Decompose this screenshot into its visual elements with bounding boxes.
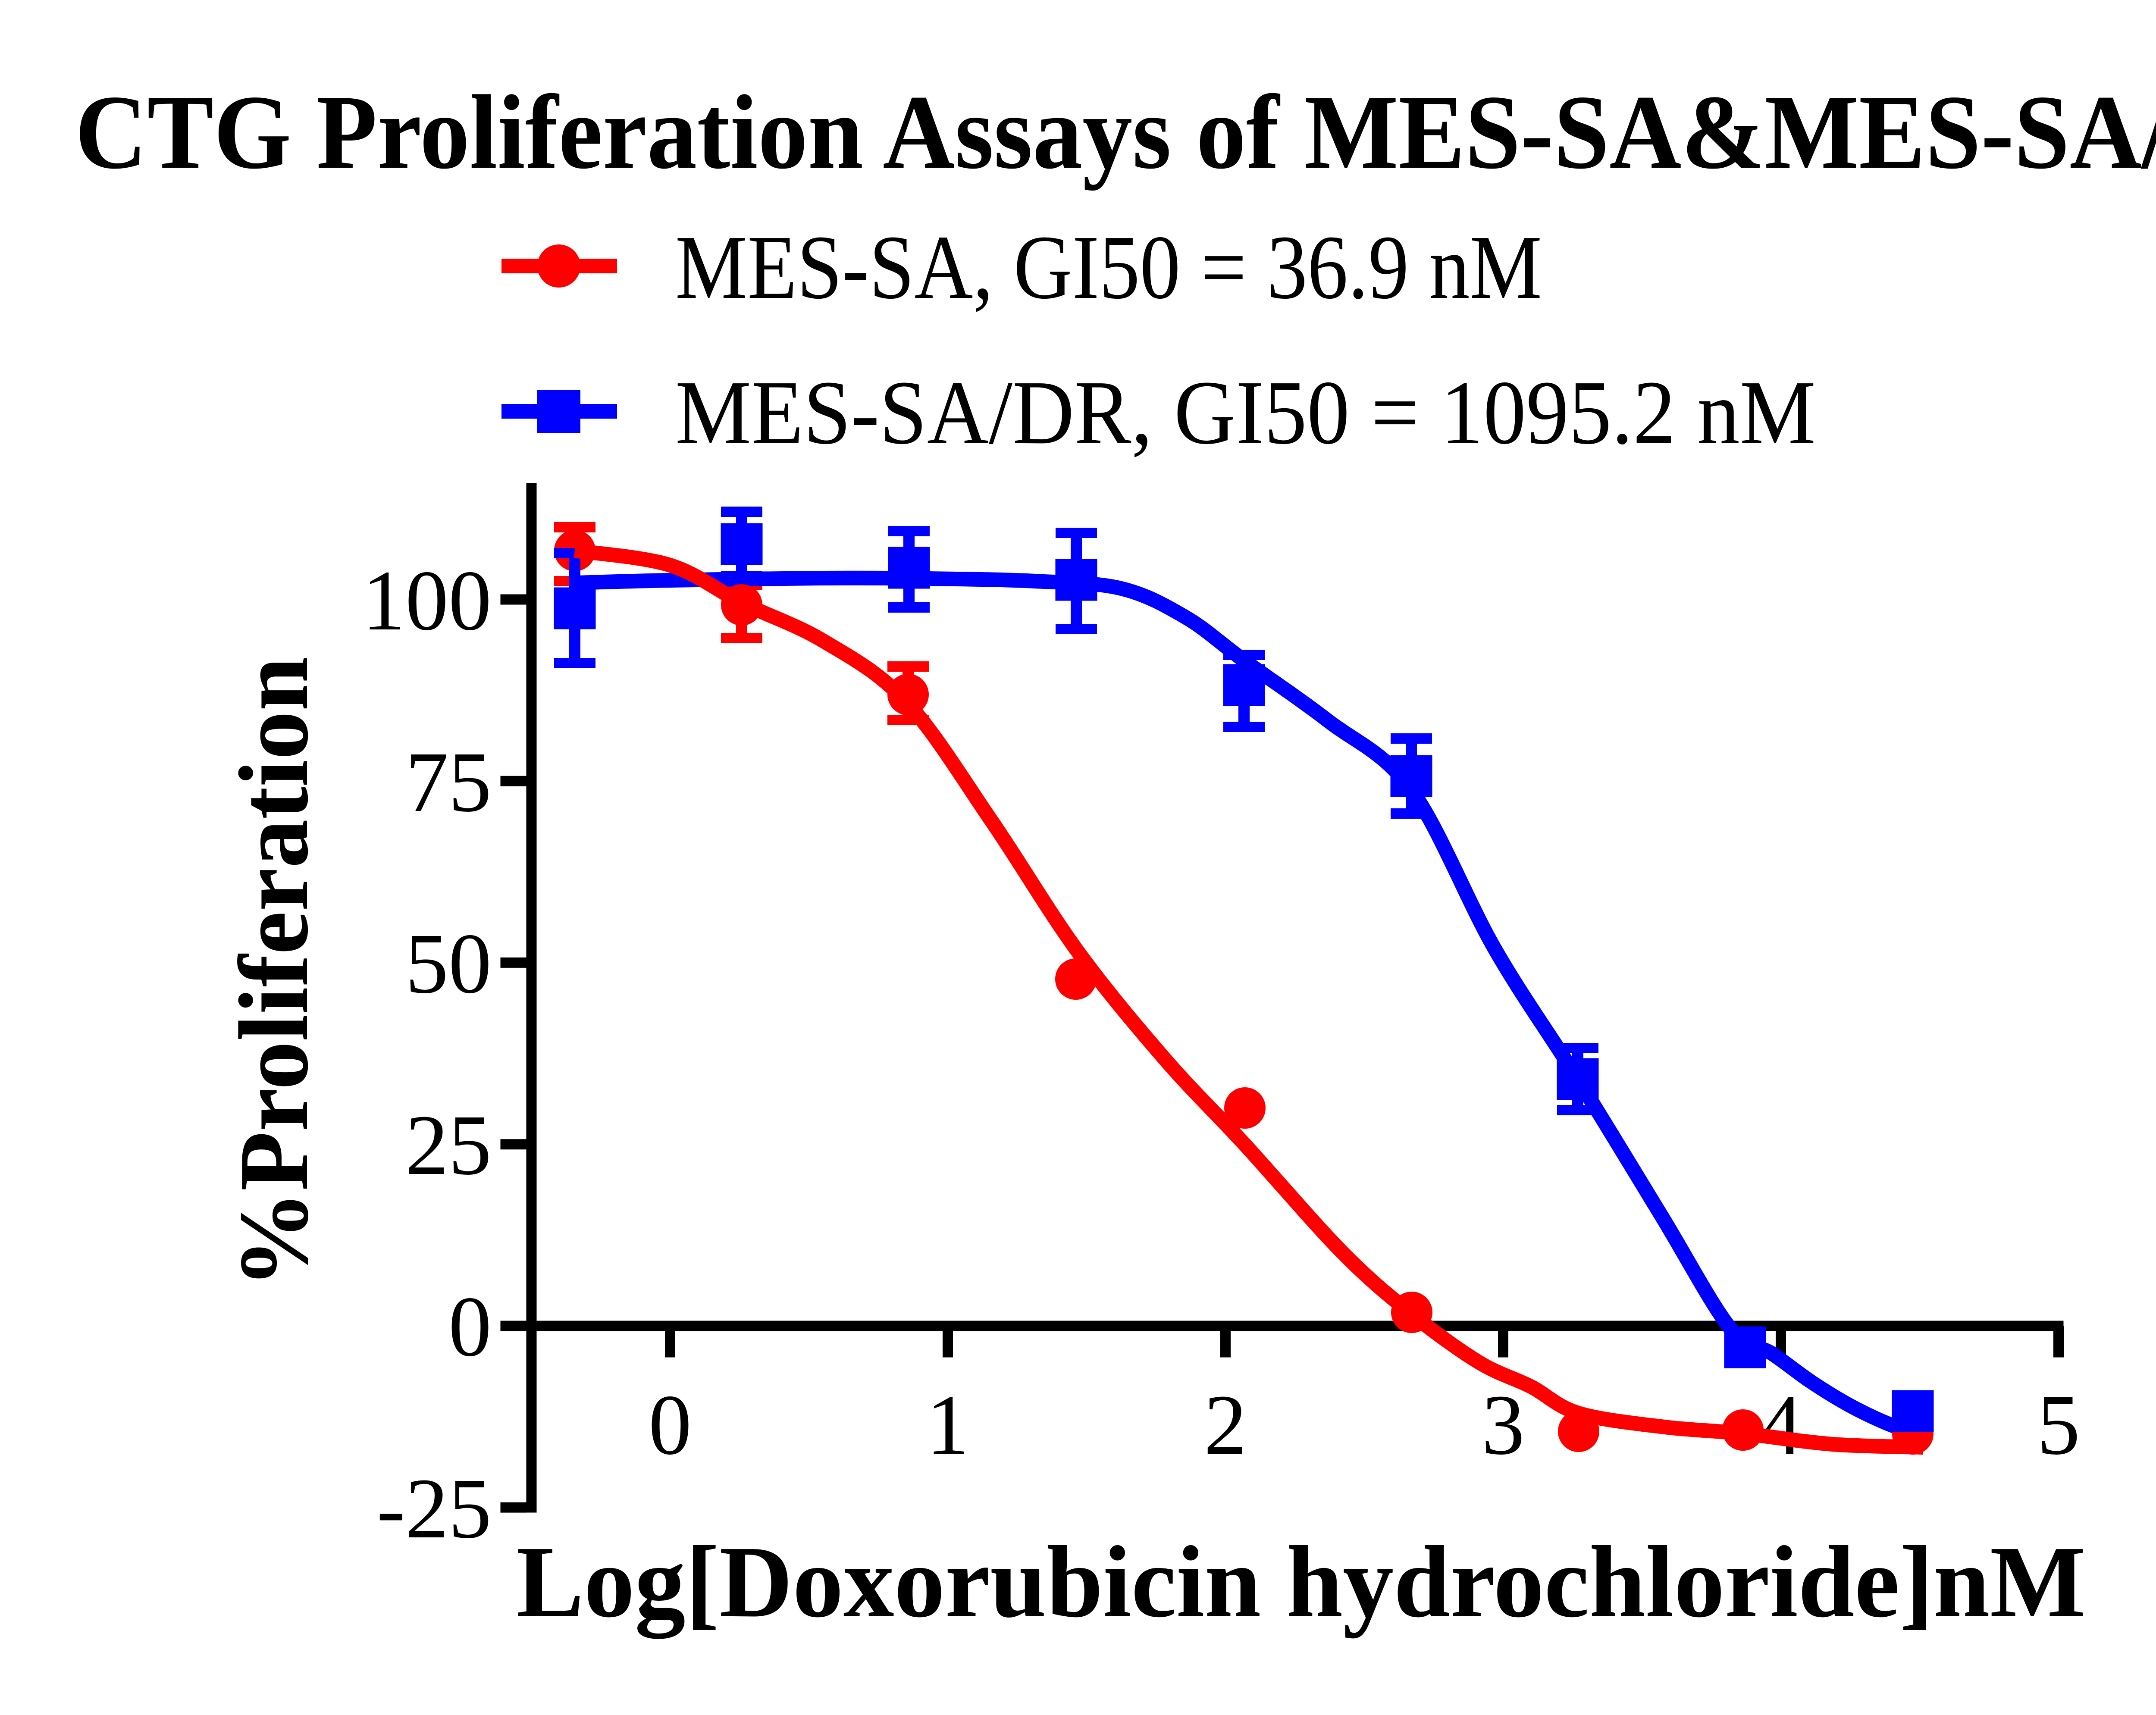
svg-text:75: 75: [405, 735, 492, 830]
svg-text:MES-SA/DR, GI50 = 1095.2 nM: MES-SA/DR, GI50 = 1095.2 nM: [675, 362, 1816, 463]
svg-text:0: 0: [448, 1279, 492, 1374]
svg-text:50: 50: [405, 916, 492, 1011]
svg-text:100: 100: [362, 553, 492, 648]
svg-text:-25: -25: [376, 1461, 492, 1556]
svg-text:0: 0: [649, 1377, 692, 1473]
svg-text:5: 5: [2037, 1377, 2080, 1473]
svg-text:4: 4: [1759, 1377, 1802, 1473]
svg-text:2: 2: [1204, 1377, 1247, 1473]
svg-text:25: 25: [405, 1098, 492, 1193]
svg-text:Log[Doxorubicin hydrochloride]: Log[Doxorubicin hydrochloride]nM: [516, 1525, 2086, 1639]
svg-text:3: 3: [1482, 1377, 1525, 1473]
svg-text:CTG Proliferation Assays of ME: CTG Proliferation Assays of MES-SA&MES-S…: [75, 74, 2156, 191]
svg-text:%Proliferation: %Proliferation: [219, 657, 329, 1289]
svg-text:1: 1: [926, 1377, 969, 1473]
svg-text:MES-SA, GI50 = 36.9 nM: MES-SA, GI50 = 36.9 nM: [675, 216, 1542, 318]
